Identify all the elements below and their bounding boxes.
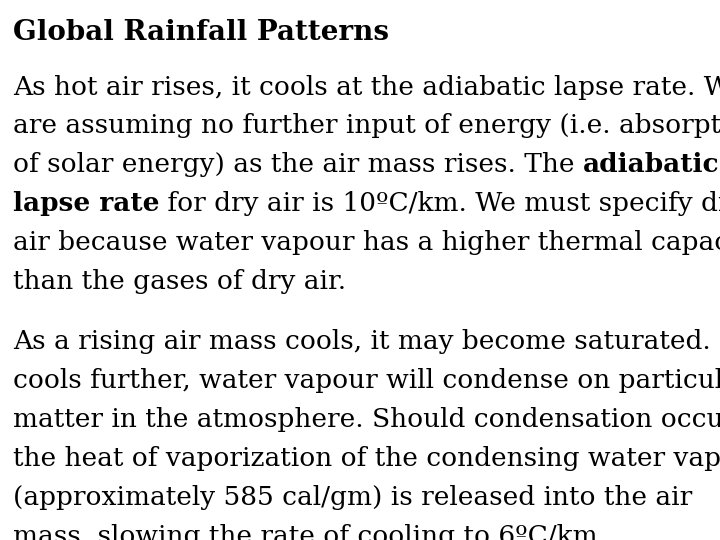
Text: of solar energy) as the air mass rises. The: of solar energy) as the air mass rises. … (13, 152, 582, 177)
Text: adiabatic: adiabatic (582, 152, 719, 177)
Text: the heat of vaporization of the condensing water vapour: the heat of vaporization of the condensi… (13, 446, 720, 471)
Text: As a rising air mass cools, it may become saturated. If it: As a rising air mass cools, it may becom… (13, 329, 720, 354)
Text: mass, slowing the rate of cooling to 6ºC/km.: mass, slowing the rate of cooling to 6ºC… (13, 524, 606, 540)
Text: matter in the atmosphere. Should condensation occur,: matter in the atmosphere. Should condens… (13, 407, 720, 432)
Text: are assuming no further input of energy (i.e. absorption: are assuming no further input of energy … (13, 113, 720, 138)
Text: As hot air rises, it cools at the adiabatic lapse rate. We: As hot air rises, it cools at the adiaba… (13, 75, 720, 99)
Text: lapse rate: lapse rate (13, 191, 159, 216)
Text: than the gases of dry air.: than the gases of dry air. (13, 269, 346, 294)
Text: air because water vapour has a higher thermal capacity: air because water vapour has a higher th… (13, 230, 720, 255)
Text: for dry air is 10ºC/km. We must specify dry: for dry air is 10ºC/km. We must specify … (159, 191, 720, 216)
Text: cools further, water vapour will condense on particulate: cools further, water vapour will condens… (13, 368, 720, 393)
Text: (approximately 585 cal/gm) is released into the air: (approximately 585 cal/gm) is released i… (13, 485, 692, 510)
Text: Global Rainfall Patterns: Global Rainfall Patterns (13, 19, 389, 46)
